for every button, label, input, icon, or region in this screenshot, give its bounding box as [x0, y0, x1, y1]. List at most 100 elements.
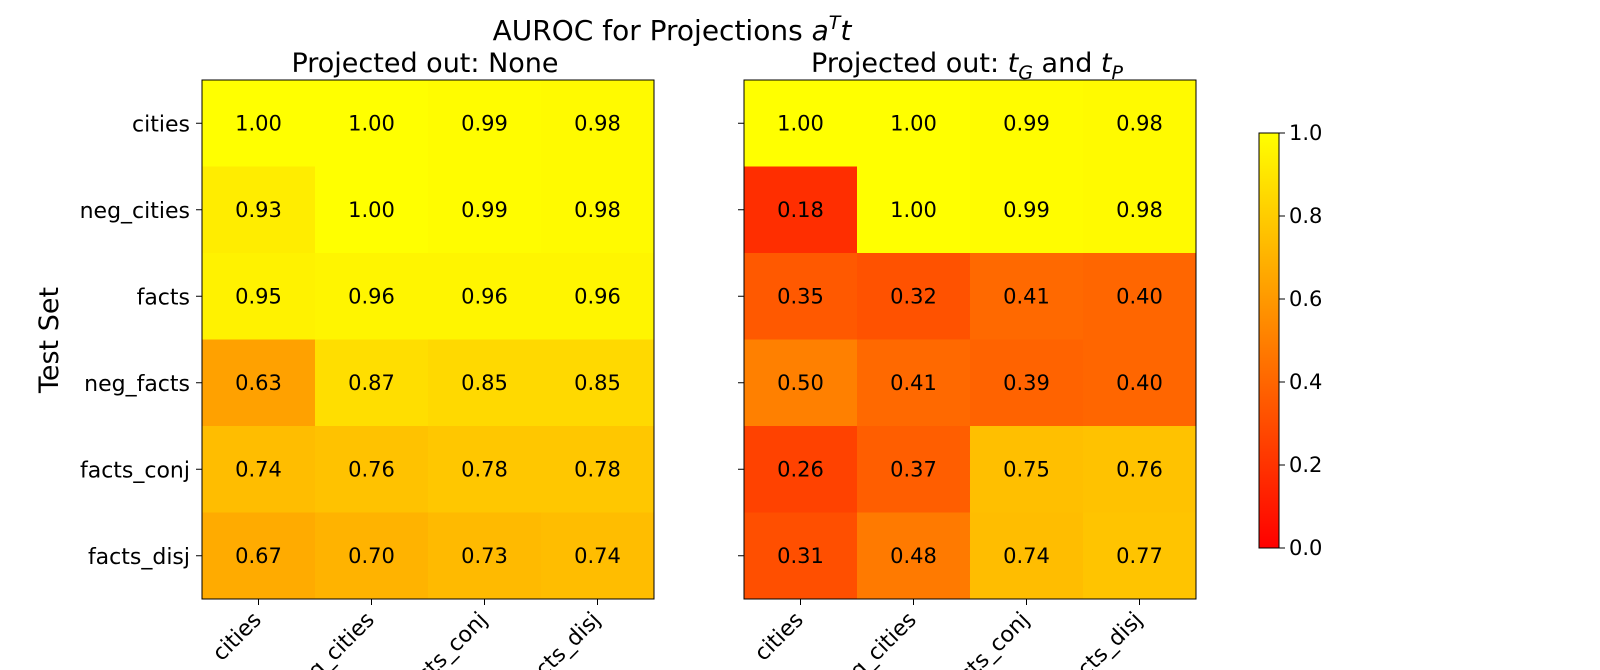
y-tick-label: neg_facts: [84, 372, 190, 397]
cell-value-label: 0.31: [777, 544, 824, 568]
heatmap-cell: [202, 339, 316, 427]
cell-value-label: 0.41: [1003, 284, 1050, 308]
heatmap-cell: [315, 166, 429, 254]
heatmap-cell: [857, 512, 971, 600]
cell-value-label: 0.37: [890, 457, 937, 481]
cell-value-label: 0.95: [235, 284, 282, 308]
cell-value-label: 0.74: [1003, 544, 1050, 568]
cell-value-label: 1.00: [890, 111, 937, 135]
colorbar-tick-label: 0.2: [1289, 453, 1322, 477]
heatmap-cell: [744, 253, 858, 340]
colorbar-tick-label: 0.8: [1289, 204, 1322, 228]
heatmap-cell: [315, 80, 429, 167]
heatmap-cell: [857, 339, 971, 427]
heatmap-cell: [541, 339, 655, 427]
cell-value-label: 0.78: [574, 457, 621, 481]
heatmap-cell: [1083, 80, 1197, 167]
panel-frame: [743, 79, 1197, 600]
cell-value-label: 0.63: [235, 371, 282, 395]
heatmap-cell: [202, 512, 316, 600]
heatmap-cell: [541, 80, 655, 167]
heatmap-cell: [857, 166, 971, 254]
cell-value-label: 0.98: [574, 198, 621, 222]
cell-value-label: 0.35: [777, 284, 824, 308]
heatmap-cell: [541, 253, 655, 340]
heatmap-cell: [970, 80, 1084, 167]
heatmap-panel-projected: 1.00 1.00 0.99 0.98 0.18 1.00 0.99 0.98 0.35 0.32…: [738, 79, 1197, 670]
cell-value-label: 0.99: [461, 198, 508, 222]
heatmap-cell: [541, 512, 655, 600]
cell-value-label: 1.00: [777, 111, 824, 135]
heatmap-cell: [1083, 166, 1197, 254]
heatmap-cell: [202, 80, 316, 167]
cell-value-label: 0.67: [235, 544, 282, 568]
heatmap-cell: [315, 426, 429, 513]
x-tick-label: cities: [750, 608, 809, 667]
cell-value-label: 0.99: [1003, 198, 1050, 222]
cell-value-label: 0.76: [1116, 457, 1163, 481]
heatmap-cell: [970, 512, 1084, 600]
cell-value-label: 1.00: [890, 198, 937, 222]
cell-value-label: 0.96: [461, 284, 508, 308]
cell-value-label: 0.18: [777, 198, 824, 222]
heatmap-cell: [202, 166, 316, 254]
heatmap-cell: [744, 339, 858, 427]
heatmap-cell: [428, 339, 542, 427]
colorbar-tick-label: 0.4: [1289, 370, 1322, 394]
heatmap-cell: [744, 166, 858, 254]
cell-value-label: 0.99: [461, 111, 508, 135]
y-tick-label: facts: [137, 285, 190, 310]
heatmap-cell: [857, 253, 971, 340]
cell-value-label: 0.40: [1116, 371, 1163, 395]
heatmap-cell: [202, 426, 316, 513]
cell-value-label: 0.87: [348, 371, 395, 395]
heatmap-cell: [428, 253, 542, 340]
cell-value-label: 0.85: [461, 371, 508, 395]
cell-value-label: 0.73: [461, 544, 508, 568]
cell-value-label: 1.00: [348, 198, 395, 222]
panel-2-subtitle: Projected out: tG and tP: [811, 48, 1124, 84]
colorbar-gradient: [1258, 132, 1280, 549]
heatmap-panel-none: 1.00 1.00 0.99 0.98 0.93 1.00 0.99 0.98 0.95 0.96…: [80, 79, 655, 670]
cell-value-label: 0.26: [777, 457, 824, 481]
chart-title: AUROC for Projections aTt: [493, 12, 853, 47]
cell-value-label: 0.93: [235, 198, 282, 222]
x-tick-label: neg_cities: [284, 608, 380, 670]
x-tick-label: neg_cities: [826, 608, 922, 670]
cell-value-label: 0.96: [574, 284, 621, 308]
x-tick-label: facts_disj: [516, 608, 606, 670]
x-tick-label: cities: [208, 608, 267, 667]
heatmap-cell: [744, 80, 858, 167]
heatmap-cell: [541, 166, 655, 254]
colorbar-tick-label: 0.0: [1289, 536, 1322, 560]
x-tick-label: facts_disj: [1058, 608, 1148, 670]
x-tick-label: facts_conj: [939, 608, 1034, 670]
cell-value-label: 0.40: [1116, 284, 1163, 308]
cell-value-label: 0.41: [890, 371, 937, 395]
cell-value-label: 0.75: [1003, 457, 1050, 481]
cell-value-label: 0.98: [1116, 198, 1163, 222]
heatmap-cell: [202, 253, 316, 340]
heatmap-cell: [744, 512, 858, 600]
heatmap-cell: [857, 80, 971, 167]
y-tick-label: neg_cities: [80, 199, 190, 224]
y-tick-label: facts_conj: [80, 458, 190, 483]
heatmap-cell: [315, 512, 429, 600]
cell-value-label: 0.39: [1003, 371, 1050, 395]
cell-value-label: 0.76: [348, 457, 395, 481]
heatmap-cell: [315, 339, 429, 427]
cell-value-label: 0.50: [777, 371, 824, 395]
cell-value-label: 0.96: [348, 284, 395, 308]
colorbar-tick-label: 1.0: [1289, 121, 1322, 145]
colorbar-tick-label: 0.6: [1289, 287, 1322, 311]
cell-value-label: 0.48: [890, 544, 937, 568]
heatmap-cell: [541, 426, 655, 513]
panel-frame: [201, 79, 655, 600]
cell-value-label: 0.32: [890, 284, 937, 308]
cell-value-label: 0.74: [235, 457, 282, 481]
y-tick-label: cities: [132, 112, 190, 137]
heatmap-cell: [970, 339, 1084, 427]
heatmap-cell: [428, 512, 542, 600]
colorbar: 0.0 0.2 0.4 0.6 0.8 1.0: [1258, 121, 1322, 560]
